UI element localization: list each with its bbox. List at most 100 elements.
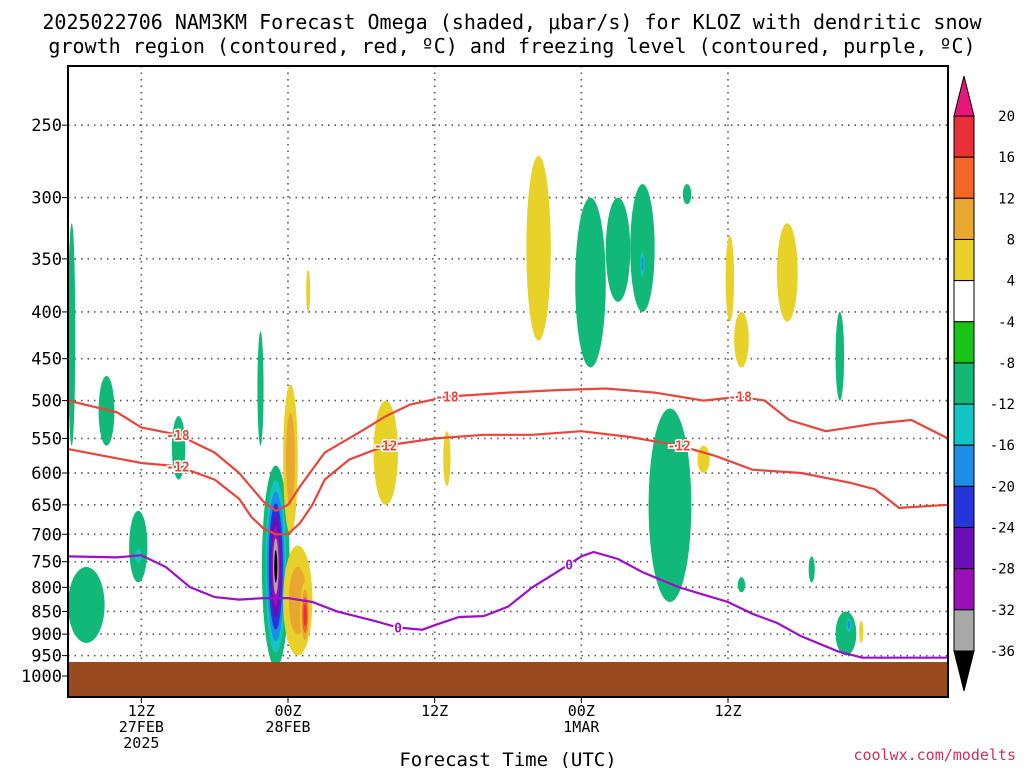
omega-area-28-level-2 (847, 621, 851, 630)
xtick-label-0-2: 2025 (123, 734, 159, 752)
omega-area-16 (605, 197, 631, 302)
omega-area-10-level-3 (303, 603, 307, 627)
colorbar-label--36: -36 (990, 644, 1015, 660)
colorbar-label--20: -20 (990, 479, 1015, 495)
omega-area-6 (257, 331, 264, 446)
colorbar-swatch-3 (953, 238, 975, 282)
contour-label--18-0: -18 (166, 429, 190, 444)
contour-label--12-2: -12 (667, 440, 690, 455)
contour--12-1 (67, 430, 949, 536)
omega-area-21 (697, 445, 710, 474)
contour-label-0-1: 0 (565, 558, 573, 573)
chart-title-line-2: growth region (contoured, red, ºC) and f… (48, 34, 976, 58)
colorbar-swatch-0 (953, 115, 975, 158)
omega-area-14 (526, 155, 551, 341)
omega-area-20 (648, 408, 692, 602)
colorbar-label--32: -32 (990, 603, 1015, 619)
omega-area-11 (306, 270, 311, 312)
xtick-label-0-1: 27FEB (119, 718, 164, 736)
contour-label--12-1: -12 (374, 440, 397, 455)
ytick-label-350: 350 (31, 250, 62, 270)
contours: -18 -18 -18 -12 -12 -12 0 0 (67, 387, 949, 659)
ytick-label-700: 700 (31, 525, 62, 545)
omega-area-19 (682, 184, 692, 205)
colorbar-swatch-1 (953, 156, 975, 199)
ytick-label-850: 850 (31, 602, 62, 622)
colorbar-swatch-5 (953, 321, 975, 364)
colorbar-label--28: -28 (990, 562, 1015, 578)
colorbar-swatch-12 (953, 609, 975, 652)
colorbar-swatch-10 (953, 527, 975, 570)
ytick-label-650: 650 (31, 496, 62, 516)
colorbar-swatch-11 (953, 568, 975, 611)
contour-0-2 (67, 550, 948, 659)
omega-area-8-level-1 (285, 413, 295, 506)
colorbar-label-8: 8 (1007, 232, 1015, 248)
colorbar-label--16: -16 (990, 438, 1015, 454)
omega-area-24 (776, 223, 798, 322)
omega-area-26 (737, 577, 746, 593)
colorbar-label-4: 4 (1007, 274, 1015, 290)
ytick-label-450: 450 (31, 350, 62, 370)
ytick-label-800: 800 (31, 578, 62, 598)
omega-area-1 (68, 566, 105, 643)
xtick-label-3-1: 1MAR (563, 718, 600, 736)
ground-terrain (68, 662, 948, 697)
ytick-label-400: 400 (31, 303, 62, 323)
contour-label--18-1: -18 (435, 391, 459, 406)
colorbar-label--24: -24 (990, 521, 1015, 537)
colorbar-label-20: 20 (998, 109, 1015, 125)
credit-link[interactable]: coolwx.com/modelts (853, 746, 1016, 764)
chart-title-line-1: 2025022706 NAM3KM Forecast Omega (shaded… (42, 10, 982, 34)
omega-area-3 (171, 416, 186, 480)
omega-area-0 (68, 223, 76, 446)
contour--18-0 (67, 387, 949, 513)
omega-area-15 (575, 197, 606, 368)
contour-label-0-0: 0 (394, 621, 402, 636)
contour-label--12-0: -12 (166, 460, 189, 475)
omega-area-30 (859, 620, 864, 643)
gridlines (68, 66, 948, 697)
ytick-label-900: 900 (31, 625, 62, 645)
omega-area-22 (725, 235, 735, 322)
ytick-label-600: 600 (31, 464, 62, 484)
xtick-label-0-0: 12Z (128, 702, 155, 720)
omega-area-25 (808, 556, 815, 583)
colorbar-label--4: -4 (998, 315, 1015, 331)
omega-area-12 (373, 400, 398, 505)
xtick-label-3-0: 00Z (568, 702, 595, 720)
ytick-label-300: 300 (31, 189, 62, 209)
ytick-label-550: 550 (31, 429, 62, 449)
plot-frame (67, 65, 949, 698)
colorbar-top-arrow (953, 75, 975, 117)
xtick-label-2-0: 12Z (421, 702, 448, 720)
colorbar-label--12: -12 (990, 397, 1015, 413)
xtick-label-1-0: 00Z (274, 702, 301, 720)
contour-label--18-2: -18 (728, 391, 752, 406)
y-axis: 250 300 350 400 450 500 550 600 650 700 750 800 850 9… (21, 116, 68, 687)
ytick-label-250: 250 (31, 116, 62, 136)
colorbar-label--8: -8 (998, 356, 1015, 372)
colorbar-label-16: 16 (998, 150, 1015, 166)
colorbar-bottom-arrow (953, 650, 975, 692)
colorbar-swatch-4 (953, 280, 975, 323)
xtick-label-4-0: 12Z (714, 702, 741, 720)
colorbar: 20 16 12 8 4 -4 -8 -12 -16 -20 -24 -28 -32 -36 (953, 75, 1015, 692)
x-axis-label: Forecast Time (UTC) (399, 749, 616, 768)
omega-area-18-level-2 (641, 256, 644, 272)
ytick-label-750: 750 (31, 553, 62, 573)
ytick-label-500: 500 (31, 392, 62, 412)
omega-area-29 (835, 311, 845, 401)
colorbar-swatch-7 (953, 403, 975, 446)
xtick-label-1-1: 28FEB (265, 718, 310, 736)
colorbar-swatch-2 (953, 197, 975, 240)
colorbar-swatch-6 (953, 362, 975, 405)
colorbar-swatch-9 (953, 485, 975, 529)
omega-area-23 (734, 311, 749, 368)
omega-area-7-level-7 (274, 550, 278, 583)
ytick-label-1000: 1000 (21, 667, 62, 687)
colorbar-label-12: 12 (998, 191, 1015, 207)
colorbar-swatch-8 (953, 444, 975, 487)
